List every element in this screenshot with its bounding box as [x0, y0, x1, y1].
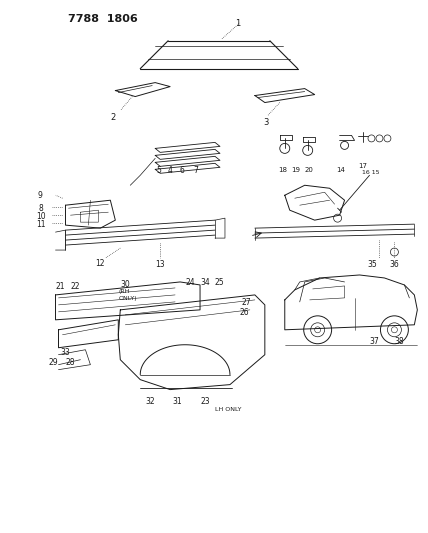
Text: 24: 24: [185, 278, 195, 287]
Text: 10: 10: [36, 212, 46, 221]
Text: 3: 3: [263, 118, 268, 127]
Text: 12: 12: [95, 259, 105, 268]
Text: 23: 23: [200, 397, 210, 406]
Text: 31: 31: [172, 397, 182, 406]
Text: 22: 22: [71, 282, 80, 291]
Text: 35: 35: [368, 260, 377, 269]
Text: LH ONLY: LH ONLY: [215, 407, 241, 411]
Text: 38: 38: [395, 337, 404, 346]
Text: 11: 11: [36, 220, 46, 229]
Text: 26: 26: [240, 308, 250, 317]
Text: 6: 6: [179, 166, 184, 175]
Text: 29: 29: [48, 358, 58, 367]
Text: 33: 33: [60, 348, 70, 357]
Text: 2: 2: [110, 114, 116, 123]
Text: 28: 28: [65, 358, 75, 367]
Text: 4: 4: [167, 166, 172, 175]
Text: 8: 8: [39, 204, 43, 213]
Text: 7: 7: [193, 166, 198, 175]
Text: 21: 21: [56, 282, 65, 291]
Text: 14: 14: [336, 167, 345, 173]
Text: 13: 13: [155, 260, 165, 269]
Text: 5: 5: [156, 166, 161, 175]
Text: 19: 19: [291, 167, 300, 173]
Text: 17: 17: [359, 163, 368, 169]
Text: (RH: (RH: [118, 289, 130, 294]
Text: 34: 34: [200, 278, 210, 287]
Text: 7788  1806: 7788 1806: [68, 14, 138, 24]
Text: 27: 27: [242, 298, 252, 307]
Text: 36: 36: [389, 260, 399, 269]
Text: 18: 18: [278, 167, 287, 173]
Text: 9: 9: [38, 191, 42, 200]
Text: 1: 1: [235, 19, 241, 28]
Text: 16 15: 16 15: [362, 171, 379, 175]
Text: ONLY): ONLY): [118, 296, 137, 301]
Text: 20: 20: [305, 167, 314, 173]
Text: 37: 37: [369, 337, 379, 346]
Text: 32: 32: [145, 397, 155, 406]
Text: 30: 30: [120, 280, 130, 289]
Text: 25: 25: [215, 278, 225, 287]
